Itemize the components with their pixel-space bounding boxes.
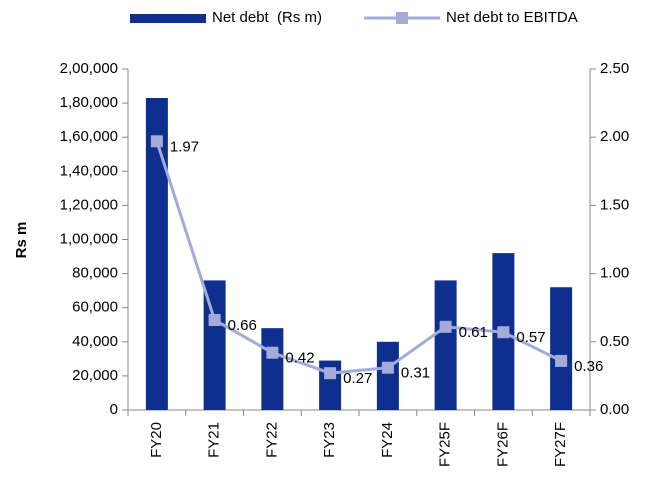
data-label: 0.31 [401,365,430,382]
x-tick-label: FY21 [206,422,223,458]
point [555,354,568,367]
bar [261,328,284,410]
y2-tick-label: 0.00 [600,401,629,418]
x-tick-label: FY25F [437,422,454,467]
data-label: 1.97 [170,138,199,155]
y-tick-label: 1,00,000 [60,230,118,247]
y2-tick-label: 1.50 [600,196,629,213]
x-tick-label: FY23 [321,422,338,458]
point [208,313,221,326]
bar [203,280,226,410]
data-label: 0.66 [228,317,257,334]
y-tick-label: 1,60,000 [60,128,118,145]
y-tick-label: 20,000 [72,367,118,384]
data-label: 0.61 [459,324,488,341]
point [439,320,452,333]
point [497,326,510,339]
x-tick-label: FY27F [552,422,569,467]
x-tick-label: FY26F [494,422,511,467]
bar [434,280,457,410]
x-tick-label: FY24 [379,422,396,458]
bar [550,287,573,410]
y2-tick-label: 2.50 [600,60,629,77]
y-tick-label: 1,80,000 [60,94,118,111]
x-tick-label: FY20 [148,422,165,458]
point [150,135,163,148]
point [266,346,279,359]
y-tick-label: 60,000 [72,299,118,316]
y-axis-label: Rs m [13,222,30,259]
y2-tick-label: 2.00 [600,128,629,145]
point [381,361,394,374]
bar [376,341,399,410]
legend-label: Net debt to EBITDA [446,9,578,26]
x-tick-label: FY22 [263,422,280,458]
y-tick-label: 1,40,000 [60,162,118,179]
legend-marker [396,12,409,24]
y-tick-label: 0 [110,401,118,418]
legend-label: Net debt (Rs m) [212,9,322,26]
point [324,367,337,380]
y2-tick-label: 0.50 [600,333,629,350]
y2-tick-label: 1.00 [600,265,629,282]
data-label: 0.42 [285,350,314,367]
bar [145,97,168,411]
y-tick-label: 1,20,000 [60,196,118,213]
line [155,140,562,375]
data-label: 0.57 [516,329,545,346]
data-label: 0.36 [574,358,603,375]
data-label: 0.27 [343,370,372,387]
legend-swatch [130,14,206,23]
y-tick-label: 40,000 [72,333,118,350]
y-tick-label: 80,000 [72,265,118,282]
y-tick-label: 2,00,000 [60,60,118,77]
